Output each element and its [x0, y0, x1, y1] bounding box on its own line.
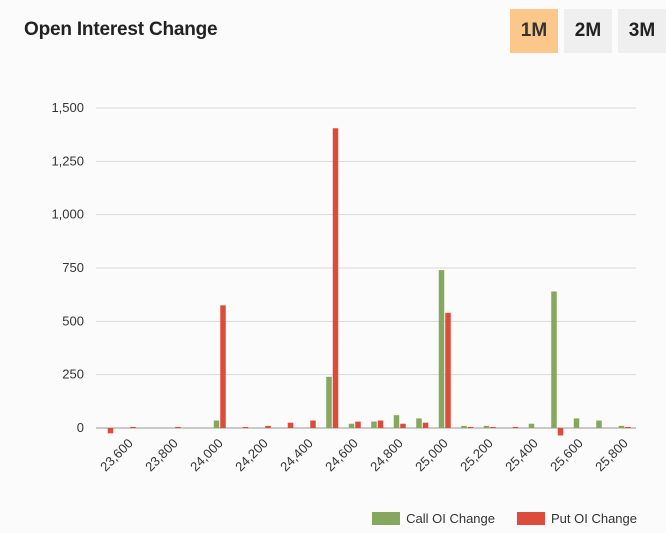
put-bar — [422, 422, 429, 428]
chart-legend: Call OI Change Put OI Change — [372, 511, 637, 526]
x-tick-label: 25,800 — [592, 436, 631, 475]
put-bar — [490, 426, 496, 428]
y-tick-label: 750 — [62, 260, 84, 275]
page-title: Open Interest Change — [24, 19, 218, 40]
x-tick-label: 25,600 — [547, 436, 586, 475]
put-bar — [355, 421, 361, 428]
range-2m-button[interactable]: 2M — [564, 9, 612, 53]
call-bar — [326, 376, 332, 428]
call-bar — [371, 421, 377, 428]
put-bar — [512, 426, 519, 428]
call-bar — [573, 418, 580, 428]
y-tick-label: 500 — [62, 313, 84, 328]
y-tick-label: 0 — [77, 420, 84, 435]
put-bar — [377, 420, 384, 428]
legend-swatch-put — [517, 512, 545, 525]
y-tick-label: 1,500 — [51, 100, 84, 115]
call-bar — [618, 425, 625, 428]
put-bar — [175, 426, 181, 428]
legend-label-call: Call OI Change — [406, 511, 495, 526]
put-bar — [310, 420, 316, 428]
call-bar — [438, 270, 445, 428]
call-bar — [596, 420, 602, 428]
range-1m-button[interactable]: 1M — [510, 9, 558, 53]
y-tick-label: 1,250 — [51, 153, 84, 168]
call-bar — [461, 425, 467, 428]
call-bar — [551, 291, 557, 428]
put-bar — [467, 426, 474, 428]
legend-label-put: Put OI Change — [551, 511, 637, 526]
put-bar — [220, 305, 226, 428]
y-tick-label: 250 — [62, 367, 84, 382]
call-bar — [483, 425, 490, 428]
put-bar — [130, 426, 136, 428]
x-tick-label: 24,800 — [367, 436, 406, 475]
call-bar — [348, 423, 355, 428]
range-3m-button[interactable]: 3M — [618, 9, 666, 53]
x-tick-label: 25,400 — [502, 436, 541, 475]
x-tick-label: 25,000 — [412, 436, 451, 475]
put-bar — [287, 422, 294, 428]
call-bar — [393, 415, 400, 428]
put-bar — [265, 425, 271, 428]
call-bar — [416, 418, 422, 428]
x-tick-label: 23,800 — [142, 436, 181, 475]
put-bar — [332, 128, 339, 428]
put-bar — [557, 428, 564, 436]
put-bar — [445, 312, 451, 428]
legend-item-put[interactable]: Put OI Change — [517, 511, 637, 526]
x-tick-label: 24,400 — [277, 436, 316, 475]
range-selector: 1M 2M 3M — [510, 9, 666, 53]
x-tick-label: 24,000 — [187, 436, 226, 475]
call-bar — [528, 423, 535, 428]
put-bar — [625, 426, 631, 428]
x-tick-label: 24,600 — [322, 436, 361, 475]
put-bar — [107, 428, 114, 434]
x-tick-label: 25,200 — [457, 436, 496, 475]
legend-swatch-call — [372, 512, 401, 525]
x-tick-label: 24,200 — [232, 436, 271, 475]
y-tick-label: 1,000 — [51, 207, 84, 222]
legend-item-call[interactable]: Call OI Change — [372, 511, 495, 526]
call-bar — [213, 420, 220, 428]
put-bar — [242, 426, 249, 428]
x-tick-label: 23,600 — [97, 436, 136, 475]
put-bar — [400, 423, 406, 428]
